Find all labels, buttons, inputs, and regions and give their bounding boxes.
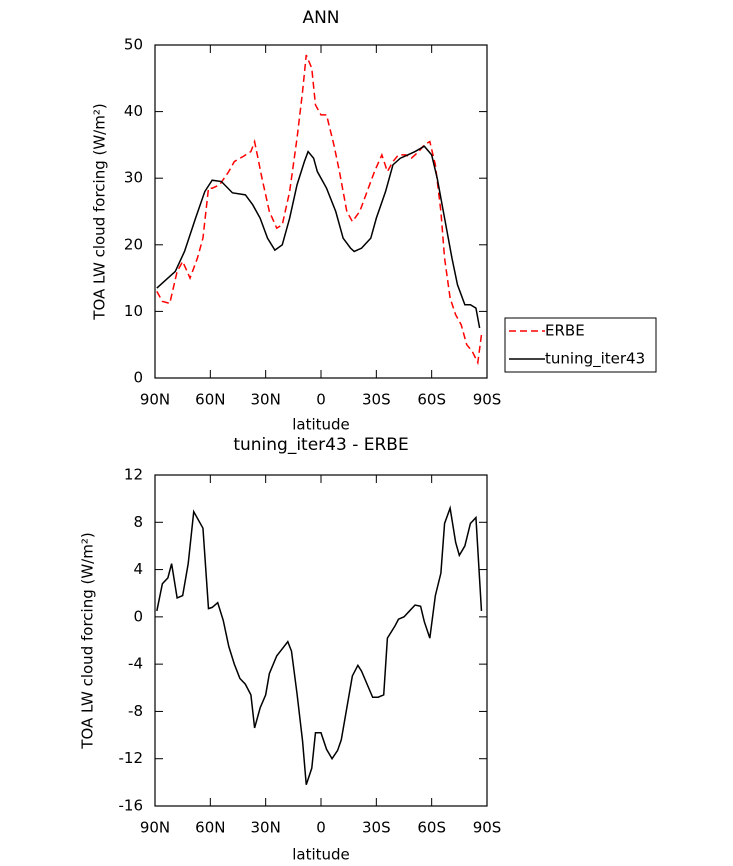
y-tick-label: 8 [133,513,143,531]
y-axis-label: TOA LW cloud forcing (W/m²) [79,532,97,749]
x-tick-label: 90S [473,819,502,837]
y-tick-label: -8 [128,702,143,720]
x-tick-label: 60N [195,819,225,837]
chart-title: ANN [302,8,339,28]
x-tick-label: 0 [316,819,326,837]
x-tick-label: 60S [417,391,446,409]
y-tick-label: 12 [124,466,143,484]
x-tick-label: 30S [362,819,391,837]
y-tick-label: 4 [133,560,143,578]
legend-label: ERBE [545,322,585,340]
y-tick-label: 0 [133,369,143,387]
x-tick-label: 90S [473,391,502,409]
data-line [156,54,483,366]
y-tick-label: 40 [124,102,143,120]
y-tick-label: 30 [124,169,143,187]
legend-box [504,317,657,373]
x-tick-label: 90N [140,819,170,837]
x-tick-label: 90N [140,391,170,409]
y-tick-label: 10 [124,302,143,320]
y-axis-label: TOA LW cloud forcing (W/m²) [91,103,109,320]
legend-label: tuning_iter43 [545,350,645,369]
data-line [156,505,483,785]
x-tick-label: 60N [195,391,225,409]
y-tick-label: 0 [133,607,143,625]
x-tick-label: 30N [251,819,281,837]
y-tick-label: -4 [128,655,143,673]
x-tick-label: 0 [316,391,326,409]
y-tick-label: -12 [119,749,144,767]
x-tick-label: 30S [362,391,391,409]
x-tick-label: 60S [417,819,446,837]
plot-frame [154,474,488,807]
y-tick-label: 50 [124,36,143,54]
chart-title: tuning_iter43 - ERBE [233,435,408,455]
plot-frame [154,44,488,379]
y-tick-label: -16 [119,797,144,815]
x-axis-label: latitude [292,416,350,434]
x-axis-label: latitude [292,846,350,864]
y-tick-label: 20 [124,235,143,253]
data-line [156,145,481,329]
x-tick-label: 30N [251,391,281,409]
